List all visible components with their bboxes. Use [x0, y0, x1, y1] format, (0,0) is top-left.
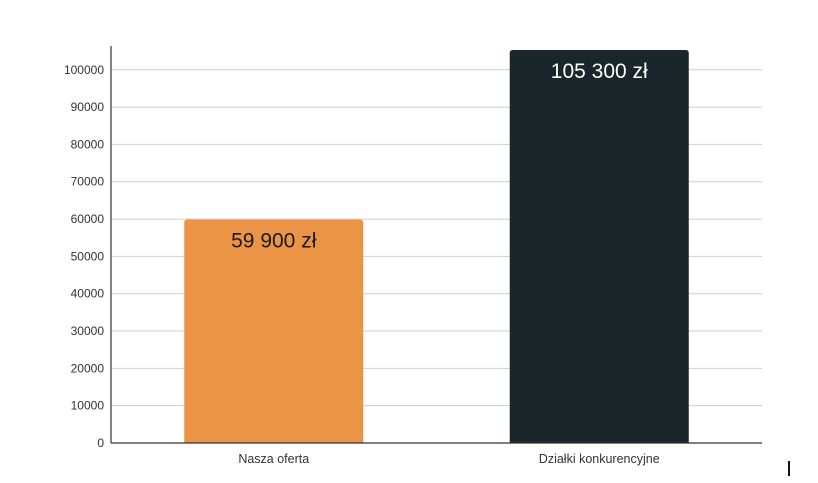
text-cursor-icon: [788, 461, 790, 476]
bar-2: [509, 50, 689, 443]
y-tick-label: 70000: [71, 175, 105, 189]
y-tick-label: 80000: [71, 137, 105, 151]
bars: [184, 50, 689, 443]
x-tick-labels: Nasza oferta Działki konkurencyjne: [238, 452, 659, 466]
y-tick-label: 30000: [71, 324, 105, 338]
y-tick-label: 100000: [64, 63, 104, 77]
data-label-1: 59 900 zł: [231, 229, 317, 252]
x-tick-label: Nasza oferta: [238, 452, 309, 466]
y-tick-label: 50000: [71, 249, 105, 263]
data-labels: 59 900 zł 105 300 zł: [231, 60, 648, 252]
axes: [110, 46, 762, 444]
x-tick-label: Działki konkurencyjne: [539, 452, 660, 466]
bar-1: [184, 219, 364, 443]
y-tick-label: 0: [97, 436, 104, 450]
y-tick-labels: 0 10000 20000 30000 40000 50000 60000 70000 8000…: [64, 63, 104, 450]
y-tick-label: 60000: [71, 212, 105, 226]
y-tick-label: 90000: [71, 100, 105, 114]
data-label-2: 105 300 zł: [551, 60, 648, 83]
y-tick-label: 10000: [71, 399, 105, 413]
y-tick-label: 40000: [71, 287, 105, 301]
y-tick-label: 20000: [71, 361, 105, 375]
